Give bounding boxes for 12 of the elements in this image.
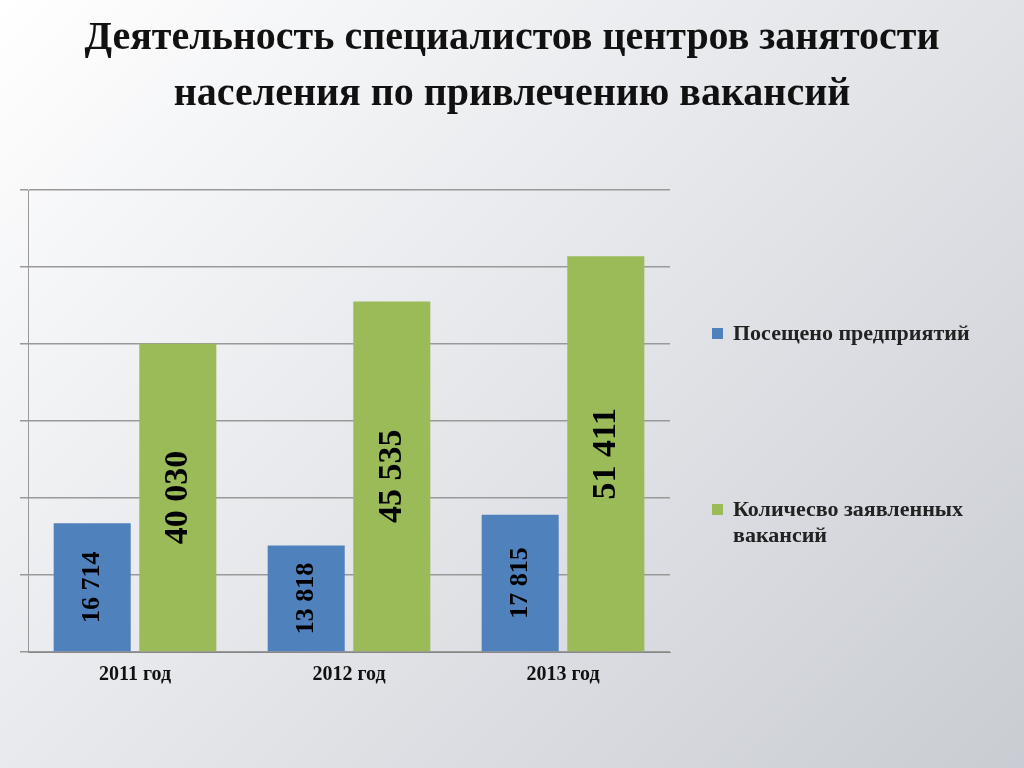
data-label: 40 030 [156,450,194,545]
data-label: 51 411 [584,407,622,500]
legend-label: Посещено предприятий [733,320,970,346]
data-label: 17 815 [503,547,533,619]
data-label: 45 535 [370,429,408,524]
chart-title: Деятельность специалистов центров занятости населения по привлечению вакансий [83,12,941,116]
legend-label: Количесво заявленных вакансий [733,496,964,548]
x-tick-label: 2012 год [312,662,386,685]
x-tick-label: 2011 год [98,662,172,685]
data-label: 16 714 [75,551,105,624]
x-tick-label: 2013 год [526,662,600,685]
data-label: 13 818 [289,562,319,635]
